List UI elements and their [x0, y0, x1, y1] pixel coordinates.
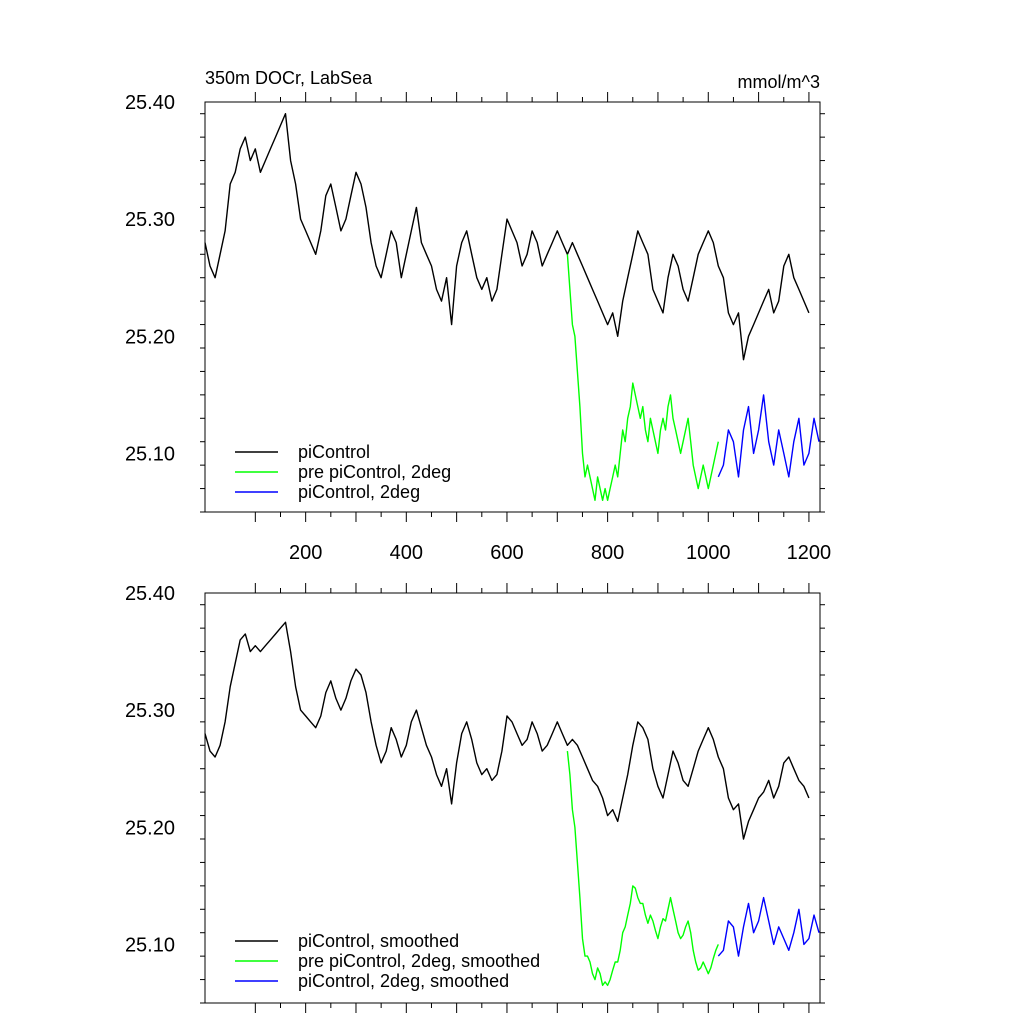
plot-frame — [204, 592, 821, 1004]
x-tick-label: 1200 — [787, 542, 832, 564]
legend-label: piControl — [298, 442, 370, 462]
legend-label: piControl, 2deg — [298, 482, 420, 502]
series-line — [566, 254, 719, 501]
series-line — [204, 621, 810, 840]
y-tick-label: 25.30 — [125, 700, 175, 722]
bottom-panel: 25.10 25.20 25.30 25.40 piControl, smoothed… — [125, 583, 825, 1013]
y-axis: 25.10 25.20 25.30 25.40 — [125, 583, 825, 1004]
chart-title: 350m DOCr, LabSea — [205, 68, 373, 88]
x-axis — [254, 583, 810, 1013]
plot-area — [204, 621, 820, 987]
y-tick-label: 25.20 — [125, 326, 175, 348]
series-line — [717, 394, 820, 478]
plot-area — [204, 112, 820, 501]
x-tick-label: 1000 — [686, 542, 731, 564]
series-line — [566, 751, 719, 987]
legend-label: piControl, smoothed — [298, 931, 459, 951]
y-tick-label: 25.40 — [125, 92, 175, 114]
y-tick-label: 25.40 — [125, 583, 175, 605]
y-tick-label: 25.10 — [125, 443, 175, 465]
x-axis: 200 400 600 800 1000 1200 — [254, 92, 832, 564]
units-label: mmol/m^3 — [738, 72, 820, 92]
top-panel: 350m DOCr, LabSea mmol/m^3 25.1025.2025.… — [125, 68, 831, 564]
legend-label: pre piControl, 2deg — [298, 462, 451, 482]
series-line — [204, 112, 810, 361]
y-tick-label: 25.20 — [125, 817, 175, 839]
x-tick-label: 600 — [490, 542, 523, 564]
series-line — [717, 896, 820, 957]
legend-label: pre piControl, 2deg, smoothed — [298, 951, 540, 971]
x-tick-label: 800 — [591, 542, 624, 564]
y-tick-label: 25.10 — [125, 934, 175, 956]
y-tick-label: 25.30 — [125, 209, 175, 231]
legend-label: piControl, 2deg, smoothed — [298, 971, 509, 991]
x-tick-label: 400 — [390, 542, 423, 564]
x-tick-label: 200 — [289, 542, 322, 564]
plot-frame — [204, 101, 821, 513]
y-axis: 25.10 25.20 25.30 25.40 — [125, 92, 825, 513]
